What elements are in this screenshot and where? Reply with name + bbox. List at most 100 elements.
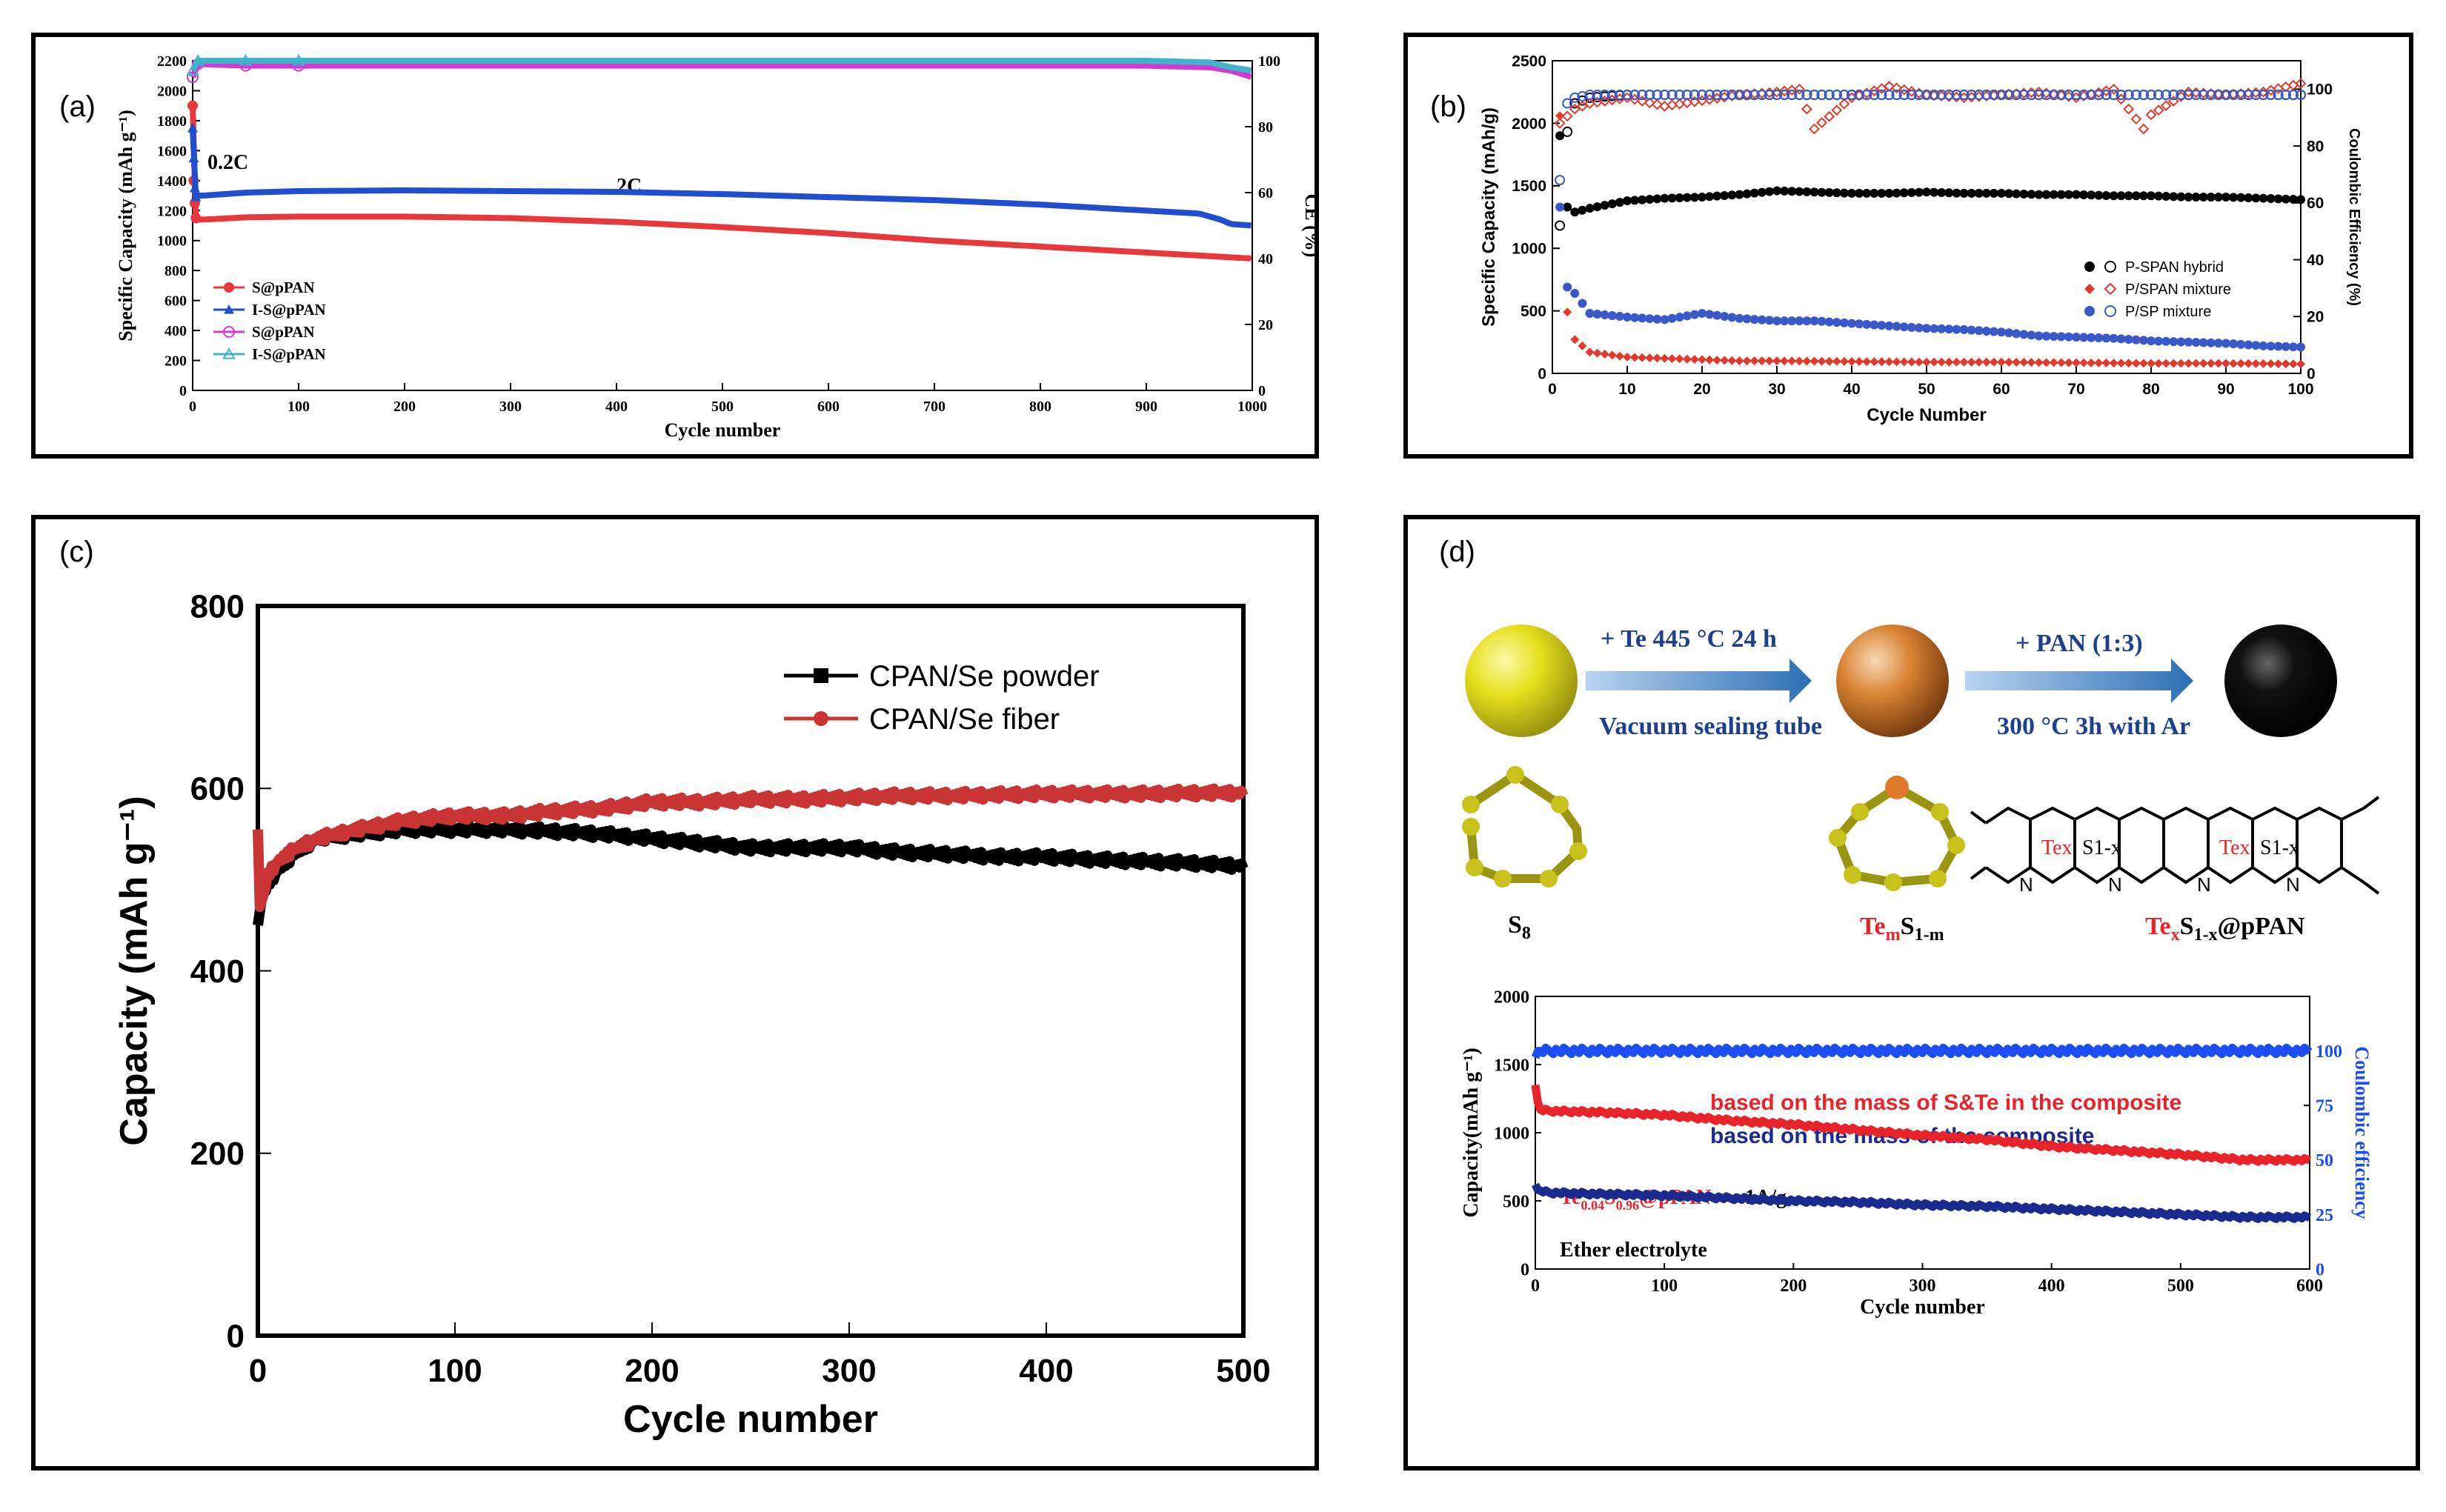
x-tick-label: 700 [923, 399, 946, 415]
capacity-point [1698, 192, 1706, 202]
ce-point [1929, 90, 1940, 101]
x-tick-label: 100 [428, 1353, 482, 1389]
ce-point [1869, 90, 1880, 101]
capacity-point [1832, 356, 1841, 366]
capacity-point [1824, 356, 1834, 366]
capacity-point [2138, 336, 2148, 345]
capacity-point [2221, 339, 2230, 348]
x-tick-label: 600 [817, 399, 840, 415]
capacity-point [1705, 192, 1715, 202]
ce-point [2243, 90, 2254, 101]
pan-structure [1970, 796, 2380, 895]
capacity-point [1847, 188, 1856, 198]
capacity-point [1615, 198, 1624, 207]
capacity-point [1638, 353, 1647, 362]
ce-point [2093, 90, 2104, 101]
capacity-point [1981, 357, 1991, 367]
capacity-point [1727, 356, 1737, 365]
capacity-point [2176, 337, 2186, 347]
capacity-point [2184, 337, 2193, 347]
capacity-point [2109, 359, 2118, 368]
series-group-d [1531, 1043, 2313, 1223]
data-point [189, 182, 200, 193]
capacity-point [1780, 356, 1789, 366]
capacity-point [2154, 191, 2164, 201]
capacity-point [2027, 190, 2036, 199]
capacity-point [1570, 207, 1580, 217]
y2-tick-label: 80 [1258, 119, 1273, 136]
capacity-point [1682, 193, 1692, 202]
capacity-point [1615, 351, 1624, 361]
capacity-point [1802, 187, 1812, 196]
ce-point [2026, 90, 2037, 101]
capacity-point [2213, 339, 2223, 348]
capacity-point [1914, 323, 1924, 333]
capacity-point [1787, 316, 1797, 326]
ce-point [1599, 90, 1610, 101]
legend-marker [2084, 306, 2095, 316]
capacity-point [2049, 332, 2058, 342]
capacity-point [1855, 357, 1864, 367]
legend-marker [224, 282, 234, 293]
capacity-point [2199, 192, 2208, 202]
capacity-point [2049, 190, 2058, 199]
capacity-point [1555, 202, 1565, 212]
capacity-point [1592, 309, 1602, 319]
x-tick-label: 200 [625, 1353, 679, 1389]
ce-point [1606, 90, 1618, 101]
capacity-point [1749, 315, 1759, 324]
y-tick-label: 500 [1521, 303, 1546, 320]
y-tick-label: 2000 [157, 83, 187, 99]
capacity-point [1578, 299, 1587, 308]
capacity-point [1585, 347, 1595, 357]
ce-point [1906, 90, 1917, 101]
capacity-point [1578, 205, 1587, 215]
capacity-point [1884, 188, 1894, 198]
capacity-point [1689, 193, 1699, 202]
x-tick-label: 600 [2296, 1276, 2323, 1296]
capacity-point [2259, 341, 2268, 350]
plot-frame [256, 604, 1246, 1338]
capacity-point [1563, 307, 1572, 317]
capacity-point [1952, 188, 1961, 198]
capacity-point [2206, 338, 2216, 347]
capacity-point [2094, 358, 2104, 367]
data-point [191, 53, 205, 66]
x-tick-label: 100 [1651, 1276, 1678, 1296]
capacity-point [1937, 187, 1947, 197]
capacity-point [1682, 311, 1692, 321]
ce-point [1801, 90, 1812, 101]
x-tick-label: 300 [822, 1353, 876, 1389]
capacity-point [2221, 359, 2230, 368]
x-tick-label: 0 [189, 399, 196, 415]
ce-point [1592, 90, 1603, 101]
capacity-point [1735, 356, 1744, 366]
ce-point [1861, 90, 1872, 101]
s8-atoms [1462, 766, 1587, 887]
capacity-point [1802, 316, 1812, 326]
ce-point [1681, 90, 1692, 101]
ce-point [2123, 103, 2135, 115]
capacity-point [2101, 358, 2111, 367]
capacity-point [1989, 357, 1998, 367]
legend-label: P-SPAN hybrid [2125, 259, 2224, 276]
y2-tick-label: 25 [2316, 1206, 2333, 1225]
capacity-point [1570, 288, 1580, 298]
capacity-point [2041, 190, 2051, 199]
capacity-point [1660, 315, 1669, 324]
struct-n-1: N [2019, 873, 2033, 896]
carbon-sphere [2224, 625, 2337, 737]
capacity-point [2094, 333, 2104, 343]
ce-point [2018, 90, 2030, 101]
capacity-point [1712, 310, 1722, 320]
capacity-point [1824, 187, 1834, 197]
ce-point [1749, 90, 1760, 101]
capacity-point [2281, 359, 2290, 369]
capacity-point [1914, 357, 1924, 367]
ce-point [2183, 86, 2194, 98]
capacity-point [2064, 332, 2073, 342]
capacity-point [1967, 357, 1976, 367]
struct-s1x-1: S1-x [2082, 836, 2121, 859]
ce-point [2280, 90, 2291, 101]
ce-point [1838, 90, 1850, 101]
